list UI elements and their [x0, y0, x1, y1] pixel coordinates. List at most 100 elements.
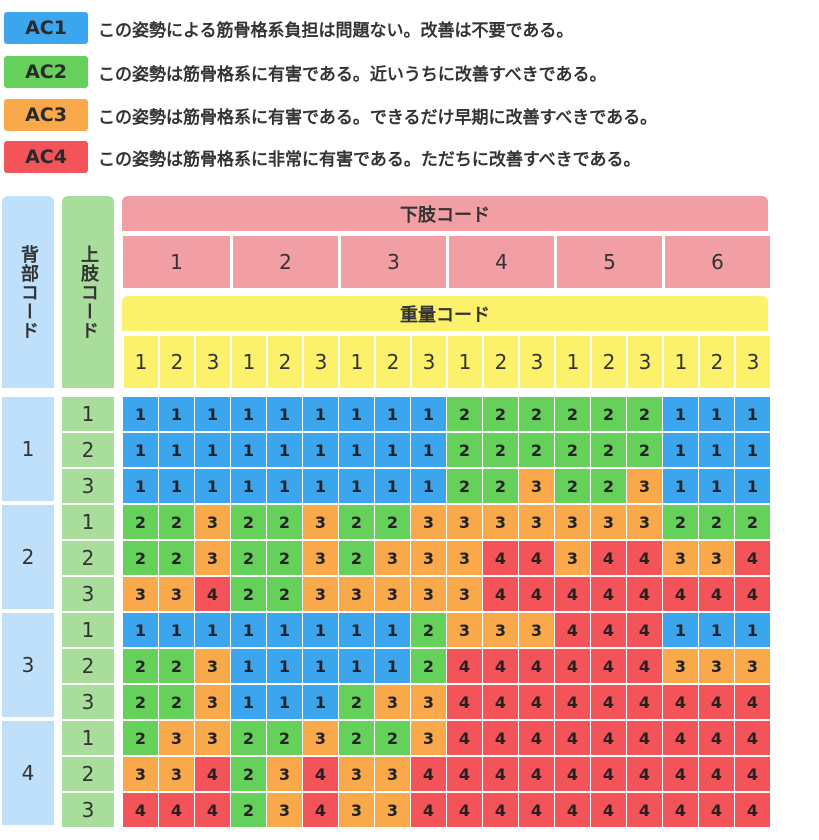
upper-limb-value: 2: [62, 757, 114, 791]
action-category-cell: 4: [591, 685, 626, 719]
action-category-cell: 3: [411, 721, 446, 755]
action-category-cell: 3: [519, 469, 554, 503]
upper-limb-value: 3: [62, 469, 114, 503]
lower-limb-value: 1: [123, 236, 230, 288]
action-category-cell: 4: [123, 793, 158, 827]
action-category-cell: 4: [195, 577, 230, 611]
weight-value: 1: [340, 336, 374, 388]
action-category-cell: 3: [195, 541, 230, 575]
action-category-cell: 4: [627, 757, 662, 791]
action-category-cell: 3: [159, 757, 194, 791]
action-category-cell: 3: [411, 577, 446, 611]
action-category-cell: 4: [483, 649, 518, 683]
action-category-cell: 4: [627, 793, 662, 827]
action-category-cell: 4: [699, 793, 734, 827]
weight-value: 2: [376, 336, 410, 388]
action-category-cell: 4: [159, 793, 194, 827]
back-code-value: 4: [2, 721, 54, 825]
back-code-label: 背部コード: [18, 244, 39, 340]
weight-value: 3: [304, 336, 338, 388]
action-category-cell: 1: [375, 649, 410, 683]
action-category-cell: 2: [591, 397, 626, 431]
action-category-cell: 1: [123, 613, 158, 647]
weight-code-label: 重量コード: [400, 304, 490, 326]
action-category-cell: 4: [735, 757, 770, 791]
action-category-cell: 3: [555, 505, 590, 539]
action-category-cell: 3: [195, 505, 230, 539]
lower-limb-value: 5: [557, 236, 662, 288]
action-category-cell: 1: [231, 397, 266, 431]
action-category-cell: 1: [663, 613, 698, 647]
action-category-cell: 4: [555, 757, 590, 791]
action-category-cell: 4: [555, 721, 590, 755]
action-category-cell: 1: [267, 613, 302, 647]
action-category-cell: 4: [555, 577, 590, 611]
action-category-cell: 4: [627, 721, 662, 755]
action-category-cell: 3: [267, 757, 302, 791]
action-category-cell: 1: [339, 433, 374, 467]
action-category-cell: 1: [123, 397, 158, 431]
action-category-cell: 3: [447, 577, 482, 611]
action-category-cell: 4: [735, 721, 770, 755]
action-category-cell: 1: [159, 469, 194, 503]
action-category-cell: 4: [195, 793, 230, 827]
action-category-cell: 3: [447, 505, 482, 539]
action-category-cell: 1: [735, 397, 770, 431]
action-category-cell: 1: [339, 469, 374, 503]
action-category-cell: 1: [411, 469, 446, 503]
upper-limb-value: 2: [62, 541, 114, 575]
upper-limb-value: 1: [62, 505, 114, 539]
weight-value: 1: [556, 336, 590, 388]
action-category-cell: 2: [339, 541, 374, 575]
action-category-cell: 2: [231, 793, 266, 827]
action-category-cell: 4: [411, 757, 446, 791]
action-category-cell: 2: [555, 397, 590, 431]
weight-value: 1: [448, 336, 482, 388]
action-category-cell: 4: [663, 793, 698, 827]
action-category-cell: 3: [159, 577, 194, 611]
action-category-cell: 4: [519, 757, 554, 791]
action-category-cell: 3: [411, 685, 446, 719]
weight-value: 2: [160, 336, 194, 388]
action-category-cell: 4: [591, 613, 626, 647]
action-category-cell: 4: [627, 685, 662, 719]
action-category-cell: 4: [663, 685, 698, 719]
upper-limb-value: 1: [62, 721, 114, 755]
lower-limb-code-header: 下肢コード: [122, 196, 768, 231]
action-category-cell: 1: [267, 397, 302, 431]
weight-value: 1: [232, 336, 266, 388]
action-category-cell: 3: [375, 685, 410, 719]
action-category-cell: 1: [159, 433, 194, 467]
action-category-cell: 2: [627, 397, 662, 431]
action-category-cell: 4: [483, 577, 518, 611]
action-category-cell: 3: [303, 541, 338, 575]
action-category-cell: 4: [519, 649, 554, 683]
weight-code-header: 重量コード: [122, 296, 768, 331]
action-category-cell: 4: [663, 721, 698, 755]
action-category-cell: 2: [483, 433, 518, 467]
action-category-cell: 4: [699, 577, 734, 611]
action-category-cell: 2: [159, 685, 194, 719]
action-category-cell: 3: [375, 541, 410, 575]
action-category-cell: 3: [663, 541, 698, 575]
action-category-cell: 4: [735, 685, 770, 719]
action-category-cell: 3: [375, 793, 410, 827]
action-category-cell: 3: [339, 793, 374, 827]
action-category-cell: 3: [159, 721, 194, 755]
action-category-cell: 2: [447, 433, 482, 467]
action-category-cell: 1: [339, 649, 374, 683]
action-category-cell: 1: [231, 433, 266, 467]
action-category-cell: 4: [663, 577, 698, 611]
action-category-cell: 2: [231, 721, 266, 755]
action-category-cell: 3: [699, 541, 734, 575]
action-category-cell: 2: [735, 505, 770, 539]
action-category-cell: 3: [555, 541, 590, 575]
action-category-cell: 3: [339, 757, 374, 791]
action-category-cell: 1: [699, 613, 734, 647]
action-category-cell: 2: [339, 685, 374, 719]
action-category-cell: 1: [375, 613, 410, 647]
action-category-cell: 3: [663, 649, 698, 683]
action-category-cell: 4: [699, 685, 734, 719]
action-category-cell: 2: [159, 541, 194, 575]
action-category-cell: 2: [159, 505, 194, 539]
